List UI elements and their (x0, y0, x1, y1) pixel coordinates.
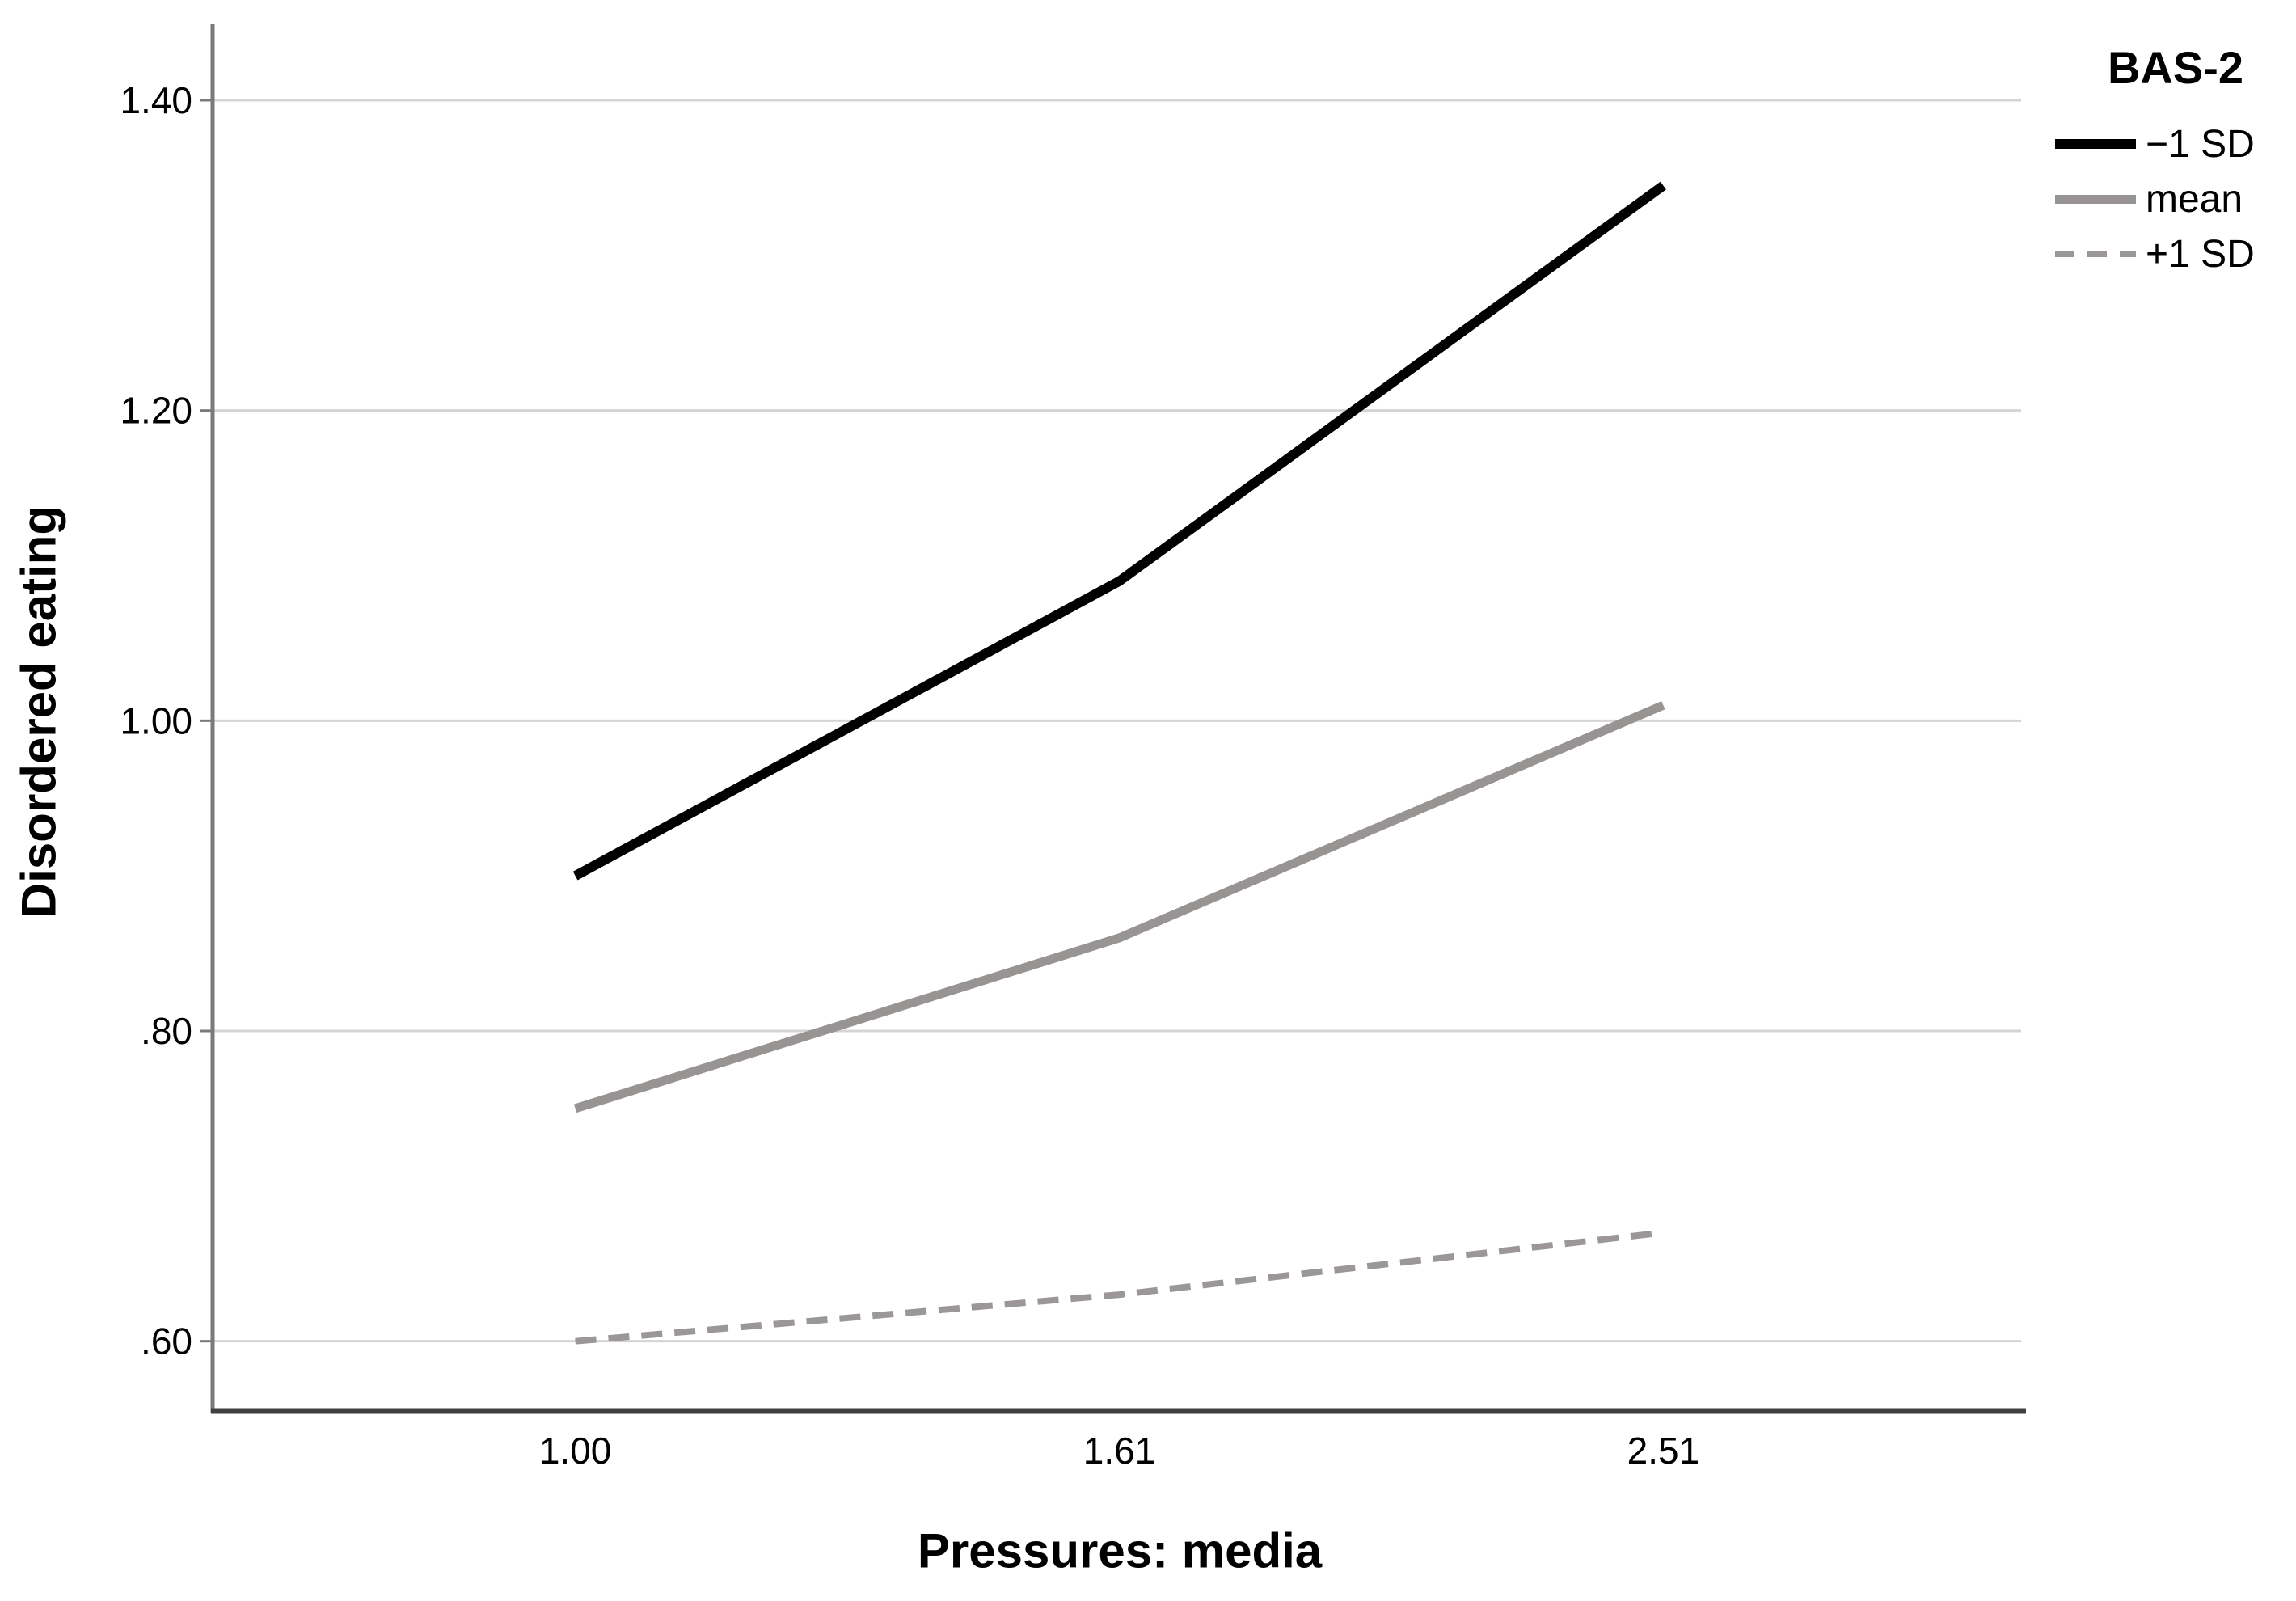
legend-label: −1 SD (2146, 122, 2255, 166)
y-axis-title: Disordered eating (11, 505, 66, 919)
legend-item: +1 SD (2055, 226, 2296, 281)
legend-label: mean (2146, 177, 2243, 221)
legend: BAS-2 −1 SD mean +1 SD (2055, 42, 2296, 281)
legend-swatch-dashed-gray-icon (2055, 251, 2136, 257)
x-tick-label: 1.00 (539, 1430, 612, 1472)
legend-item: mean (2055, 171, 2296, 226)
y-tick-label: 1.20 (120, 390, 192, 432)
x-axis-title: Pressures: media (917, 1523, 1323, 1578)
legend-item: −1 SD (2055, 116, 2296, 171)
y-tick-label: .80 (141, 1010, 192, 1052)
legend-swatch-solid-gray-icon (2055, 194, 2136, 204)
series-line-1 (573, 701, 1665, 1113)
legend-swatch-solid-black-icon (2055, 139, 2136, 149)
y-tick-label: .60 (141, 1320, 192, 1362)
legend-title: BAS-2 (2107, 42, 2244, 93)
series-line-0 (572, 181, 1666, 881)
y-tick-label: 1.40 (120, 79, 192, 121)
legend-items: −1 SD mean +1 SD (2055, 116, 2296, 281)
series-line-2 (575, 1229, 1664, 1345)
y-tick-label: 1.00 (120, 699, 192, 741)
legend-label: +1 SD (2146, 232, 2255, 276)
x-tick-label: 2.51 (1627, 1430, 1700, 1472)
x-tick-label: 1.61 (1083, 1430, 1156, 1472)
